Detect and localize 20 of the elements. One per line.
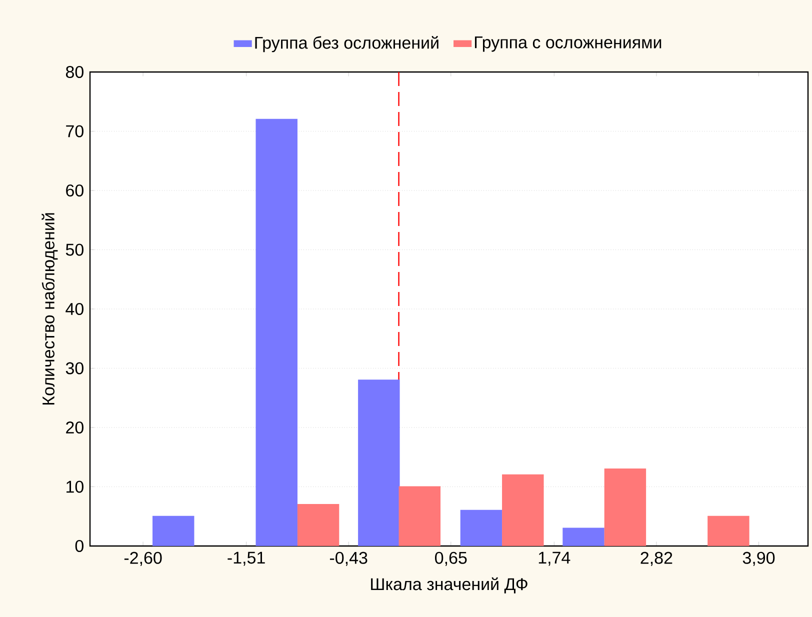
y-axis-title: Количество наблюдений <box>42 213 58 405</box>
x-tick-label: -1,51 <box>228 552 265 566</box>
y-tick-label: 20 <box>66 421 84 434</box>
x-tick-label: -0,43 <box>330 552 368 566</box>
x-tick-label: 0,65 <box>435 552 467 566</box>
y-tick-label: 30 <box>66 362 84 374</box>
x-tick-label: 3,90 <box>742 552 775 566</box>
x-tick-label: 2,82 <box>640 552 672 566</box>
y-tick-label: 70 <box>66 125 84 138</box>
x-tick-label: 1,74 <box>538 552 570 566</box>
y-tick-label: 40 <box>66 302 84 316</box>
y-tick-label: 80 <box>66 66 84 78</box>
y-tick-label: 60 <box>66 184 84 197</box>
legend-label: Группа с осложнениями <box>474 36 662 52</box>
y-tick-label: 0 <box>75 540 84 552</box>
x-axis-title: Шкала значений ДФ <box>371 577 528 594</box>
x-tick-label: -2,60 <box>124 552 162 566</box>
y-tick-label: 50 <box>66 244 84 256</box>
legend-label: Группа без осложнений <box>255 36 438 52</box>
y-tick-label: 10 <box>66 480 84 493</box>
